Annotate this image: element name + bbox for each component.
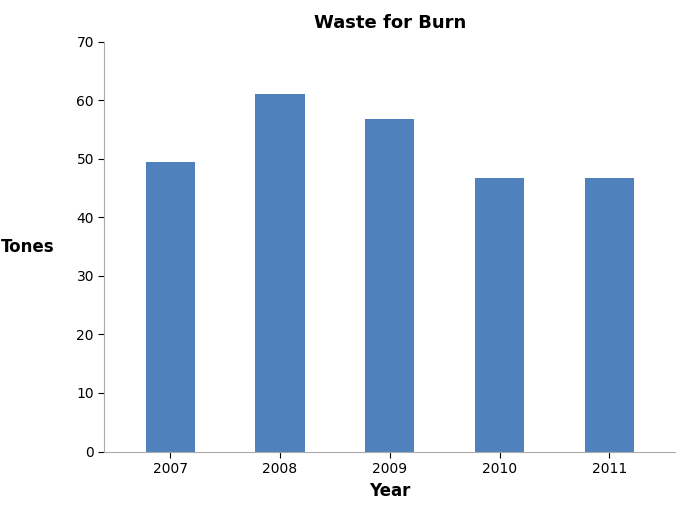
X-axis label: Year: Year <box>369 482 411 499</box>
Bar <box>475 178 524 452</box>
Bar <box>255 94 305 452</box>
Title: Waste for Burn: Waste for Burn <box>314 13 466 32</box>
Y-axis label: Tones: Tones <box>1 238 54 255</box>
Bar <box>585 178 634 452</box>
Bar <box>365 119 414 452</box>
Bar <box>145 161 195 452</box>
